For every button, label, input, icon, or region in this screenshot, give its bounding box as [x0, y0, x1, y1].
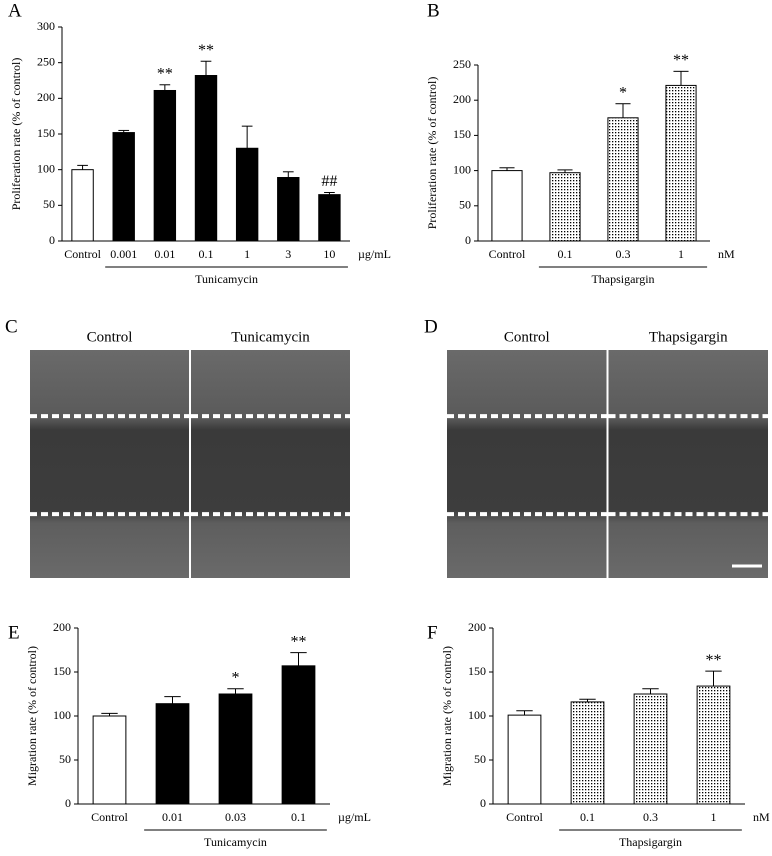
- y-tick-label: 200: [37, 90, 55, 104]
- unit-label: µg/mL: [338, 810, 371, 824]
- unit-label: µg/mL: [358, 247, 391, 261]
- y-tick-label: 200: [53, 620, 71, 634]
- panel-letter: B: [427, 0, 440, 21]
- panel-letter: D: [424, 316, 438, 337]
- micrograph: [447, 350, 607, 578]
- y-tick-label: 100: [453, 162, 471, 176]
- x-tick-label: 1: [711, 810, 717, 824]
- x-tick-label: 1: [678, 247, 684, 261]
- x-tick-label: 0.01: [154, 247, 175, 261]
- bar: [194, 75, 218, 242]
- y-tick-label: 50: [43, 197, 55, 211]
- group-label: Thapsigargin: [619, 835, 682, 849]
- y-tick-label: 150: [453, 127, 471, 141]
- bar: [549, 172, 581, 242]
- bar: [71, 169, 94, 242]
- y-tick-label: 100: [37, 161, 55, 175]
- x-tick-label: 0.001: [110, 247, 137, 261]
- bar: [491, 170, 523, 242]
- x-tick-label: Control: [64, 247, 101, 261]
- bar: [235, 147, 259, 242]
- significance-label: **: [157, 65, 173, 82]
- significance-label: *: [232, 669, 240, 686]
- y-tick-label: 0: [465, 233, 471, 247]
- image-label: Tunicamycin: [231, 329, 310, 345]
- y-tick-label: 250: [453, 57, 471, 71]
- bar: [665, 84, 697, 242]
- x-tick-label: 0.1: [558, 247, 573, 261]
- image-label: Thapsigargin: [649, 329, 728, 345]
- group-label: Thapsigargin: [591, 272, 654, 286]
- micrograph: [191, 350, 350, 578]
- x-tick-label: 0.1: [291, 810, 306, 824]
- bar: [153, 89, 177, 242]
- bar: [633, 693, 668, 805]
- bar: [507, 714, 542, 805]
- micrograph: [30, 350, 189, 578]
- panel-letter: C: [5, 316, 18, 337]
- group-label: Tunicamycin: [195, 272, 258, 286]
- significance-label: **: [673, 52, 689, 69]
- significance-label: **: [291, 633, 307, 650]
- y-tick-label: 300: [37, 19, 55, 33]
- x-tick-label: 0.1: [199, 247, 214, 261]
- y-tick-label: 100: [53, 708, 71, 722]
- unit-label: nM: [753, 810, 770, 824]
- group-label: Tunicamycin: [204, 835, 267, 849]
- unit-label: nM: [718, 247, 735, 261]
- panel-letter: A: [8, 0, 22, 21]
- significance-label: **: [706, 652, 722, 669]
- y-tick-label: 0: [65, 796, 71, 810]
- bar: [218, 693, 253, 805]
- bar: [570, 701, 605, 805]
- y-axis-label: Proliferation rate (% of control): [9, 58, 23, 211]
- x-tick-label: 0.1: [580, 810, 595, 824]
- bar: [281, 665, 316, 805]
- y-tick-label: 50: [474, 752, 486, 766]
- x-tick-label: 0.01: [162, 810, 183, 824]
- x-tick-label: 1: [244, 247, 250, 261]
- y-tick-label: 50: [59, 752, 71, 766]
- y-tick-label: 250: [37, 54, 55, 68]
- significance-label: ##: [321, 173, 337, 190]
- x-tick-label: Control: [489, 247, 526, 261]
- y-tick-label: 150: [37, 126, 55, 140]
- x-tick-label: Control: [91, 810, 128, 824]
- bar: [112, 132, 135, 242]
- x-tick-label: 0.3: [616, 247, 631, 261]
- y-tick-label: 100: [468, 708, 486, 722]
- panel-letter: E: [8, 622, 20, 643]
- image-label: Control: [504, 329, 550, 345]
- x-tick-label: 0.3: [643, 810, 658, 824]
- bar: [92, 715, 127, 805]
- x-tick-label: Control: [506, 810, 543, 824]
- y-axis-label: Migration rate (% of control): [25, 646, 39, 786]
- y-tick-label: 200: [468, 620, 486, 634]
- y-tick-label: 150: [53, 664, 71, 678]
- y-tick-label: 0: [49, 233, 55, 247]
- significance-label: **: [198, 42, 214, 59]
- y-tick-label: 50: [459, 198, 471, 212]
- significance-label: *: [619, 84, 627, 101]
- y-tick-label: 0: [480, 796, 486, 810]
- x-tick-label: 10: [323, 247, 335, 261]
- x-tick-label: 3: [285, 247, 291, 261]
- y-tick-label: 150: [468, 664, 486, 678]
- micrograph: [608, 350, 768, 578]
- y-tick-label: 200: [453, 92, 471, 106]
- y-axis-label: Proliferation rate (% of control): [425, 77, 439, 230]
- panel-letter: F: [427, 622, 438, 643]
- y-axis-label: Migration rate (% of control): [440, 646, 454, 786]
- bar: [696, 685, 731, 805]
- image-label: Control: [87, 329, 133, 345]
- bar: [277, 177, 300, 242]
- bar: [318, 194, 341, 242]
- bar: [155, 703, 190, 805]
- bar: [607, 117, 639, 242]
- x-tick-label: 0.03: [225, 810, 246, 824]
